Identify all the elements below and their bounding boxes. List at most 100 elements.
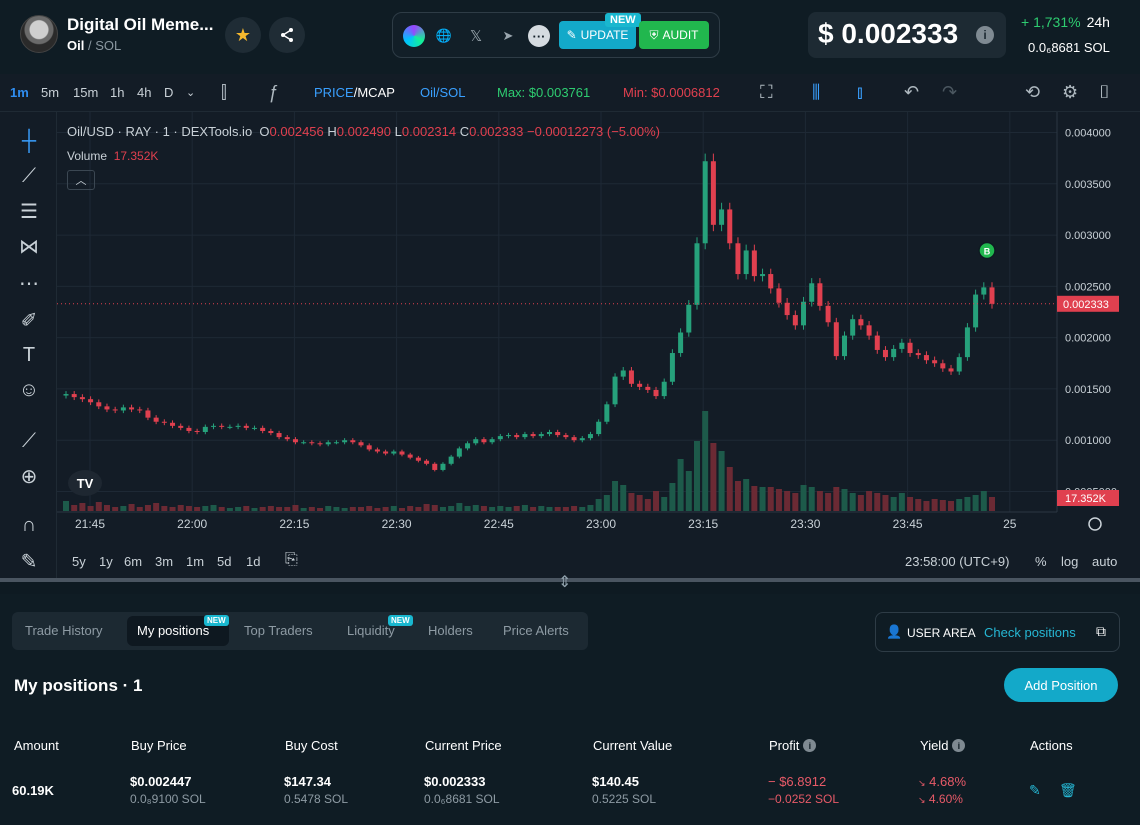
measure-icon[interactable]: ⋯ [19, 272, 39, 295]
delete-position-button[interactable]: 🗑 [1059, 782, 1077, 799]
website-icon[interactable]: 🌐 [435, 28, 453, 43]
tab-top-traders[interactable]: Top Traders [244, 623, 313, 638]
volume-icon[interactable]: ⫾ [857, 82, 863, 102]
audit-button[interactable]: ⛨ AUDIT [639, 21, 709, 49]
edit-position-button[interactable]: ✎ [1029, 782, 1041, 799]
crosshair-icon[interactable]: ┼ [21, 129, 37, 152]
price-chart[interactable]: 0.004000 0.003500 0.003000 0.002500 0.002000… [57, 112, 1140, 542]
telegram-icon[interactable]: ➤ [502, 28, 514, 43]
range-1m[interactable]: 1m [186, 554, 205, 569]
interval-4h[interactable]: 4h [137, 85, 152, 100]
resize-divider[interactable] [0, 578, 1140, 582]
interval-d[interactable]: D [164, 85, 174, 100]
range-1y[interactable]: 1y [99, 554, 113, 569]
brush-icon[interactable]: ✐ [20, 309, 38, 332]
interval-1m[interactable]: 1m [10, 85, 29, 100]
zoom-icon[interactable]: ⊕ [20, 465, 38, 488]
chevron-down-icon[interactable]: ⌄ [186, 87, 196, 99]
range-6m[interactable]: 6m [124, 554, 143, 569]
replay-icon[interactable]: ⟲ [1025, 82, 1041, 102]
range-1d[interactable]: 1d [246, 554, 261, 569]
percent-toggle[interactable]: % [1035, 554, 1047, 569]
share-button[interactable] [269, 17, 305, 53]
candle-body [768, 274, 774, 289]
candle-body [915, 353, 921, 356]
candle-body [202, 426, 208, 432]
candle-body [333, 442, 339, 444]
tab-price-alerts[interactable]: Price Alerts [503, 623, 569, 638]
fib-icon[interactable]: ☰ [20, 200, 38, 223]
candle-body [555, 432, 561, 436]
price-mcap-toggle[interactable]: PRICE/MCAP [314, 85, 395, 100]
pattern-icon[interactable]: ⋈ [19, 235, 39, 258]
tab-trade-history[interactable]: Trade History [25, 623, 103, 638]
candle-body [686, 304, 692, 333]
pair-toggle[interactable]: Oil/SOL [420, 85, 466, 100]
tradingview-logo[interactable]: TV [68, 470, 102, 496]
trendline-icon[interactable]: ⟋ [22, 164, 36, 187]
candle-body [743, 250, 749, 275]
calendar-icon[interactable]: ⎘ [285, 551, 298, 568]
candle-body [309, 442, 315, 444]
update-label: UPDATE [580, 28, 629, 42]
info-icon[interactable]: i [952, 739, 966, 752]
col-buy-price: Buy Price [131, 738, 187, 753]
interval-15m[interactable]: 15m [73, 85, 99, 100]
candle-type-icon[interactable]: ⫿ [221, 82, 227, 102]
candle-body [579, 438, 585, 441]
update-button[interactable]: ✎ UPDATE [559, 21, 636, 49]
camera-icon[interactable]: ⌷ [1099, 82, 1110, 102]
add-position-button[interactable]: Add Position [1004, 668, 1118, 702]
interval-5m[interactable]: 5m [41, 85, 60, 100]
lock-draw-icon[interactable]: ✎ [20, 550, 38, 573]
close-label: C [459, 124, 470, 139]
token-avatar [20, 15, 58, 53]
candle-body [342, 440, 348, 443]
indicators-icon[interactable]: ƒ [268, 82, 279, 102]
text-icon[interactable]: T [22, 343, 36, 366]
info-icon[interactable]: i [803, 739, 817, 752]
clock-time[interactable]: 23:58:00 (UTC+9) [905, 554, 1010, 569]
chevron-up-icon: ︿ [75, 175, 87, 187]
tab-liquidity[interactable]: Liquidity [347, 623, 395, 638]
down-arrow-icon: ↘ [918, 795, 926, 805]
candle-body [694, 243, 700, 305]
tab-holders[interactable]: Holders [428, 623, 473, 638]
solana-icon[interactable] [403, 25, 425, 47]
candle-body [571, 437, 577, 441]
info-icon[interactable]: i [976, 26, 994, 44]
trades-icon[interactable]: ⫼ [812, 82, 821, 102]
candle-body [850, 319, 856, 336]
settings-icon[interactable]: ⚙ [1062, 82, 1079, 102]
star-icon: ★ [234, 24, 252, 45]
range-5y[interactable]: 5y [72, 554, 86, 569]
undo-icon[interactable]: ↶ [904, 82, 920, 102]
external-link-icon[interactable]: ⧉ [1096, 623, 1106, 639]
drag-handle-icon[interactable]: ⇕ [558, 574, 572, 591]
user-icon: 👤 [886, 624, 903, 639]
collapse-legend-button[interactable]: ︿ [67, 170, 95, 190]
candle-body [481, 439, 487, 443]
ruler-icon[interactable]: ⟋ [22, 429, 36, 452]
auto-toggle[interactable]: auto [1092, 554, 1118, 569]
magnet-icon[interactable]: ∩ [21, 513, 37, 536]
favorite-button[interactable]: ★ [225, 17, 261, 53]
volume-bar [333, 507, 340, 511]
range-3m[interactable]: 3m [155, 554, 174, 569]
range-5d[interactable]: 5d [217, 554, 232, 569]
more-links-icon[interactable]: ··· [528, 25, 550, 47]
emoji-icon[interactable]: ☺ [18, 378, 40, 401]
log-toggle[interactable]: log [1061, 554, 1079, 569]
tab-my-positions[interactable]: My positions [137, 623, 210, 638]
x-icon[interactable]: 𝕏 [469, 28, 483, 45]
fullscreen-icon[interactable]: ⛶ [760, 82, 773, 102]
open-label: O [259, 124, 270, 139]
volume-bar [882, 495, 889, 511]
redo-icon[interactable]: ↷ [942, 82, 958, 102]
candle-body [727, 209, 733, 244]
check-positions-link[interactable]: Check positions [984, 625, 1076, 640]
col-buy-price-label: Buy Price [131, 738, 187, 753]
interval-1h[interactable]: 1h [110, 85, 125, 100]
current-price: $ 0.002333 [818, 18, 959, 49]
col-yield-label: Yield [920, 738, 949, 753]
